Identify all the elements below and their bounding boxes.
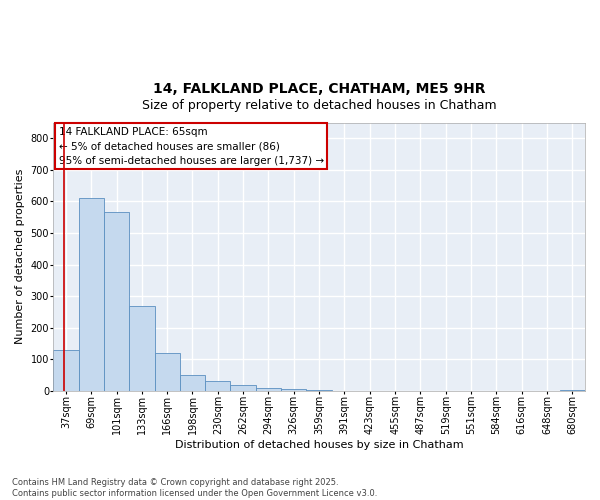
Bar [79,198,104,391]
Bar [281,388,307,391]
Text: 14 FALKLAND PLACE: 65sqm
← 5% of detached houses are smaller (86)
95% of semi-de: 14 FALKLAND PLACE: 65sqm ← 5% of detache… [59,126,323,166]
Bar [230,384,256,391]
Bar [560,390,585,391]
Bar [129,306,155,391]
Bar [205,382,230,391]
Bar [307,390,332,391]
Bar [180,375,205,391]
Text: Size of property relative to detached houses in Chatham: Size of property relative to detached ho… [142,99,496,112]
Bar [155,353,180,391]
Text: 14, FALKLAND PLACE, CHATHAM, ME5 9HR: 14, FALKLAND PLACE, CHATHAM, ME5 9HR [153,82,485,96]
Bar [53,350,79,391]
Y-axis label: Number of detached properties: Number of detached properties [15,169,25,344]
Text: Contains HM Land Registry data © Crown copyright and database right 2025.
Contai: Contains HM Land Registry data © Crown c… [12,478,377,498]
Bar [256,388,281,391]
X-axis label: Distribution of detached houses by size in Chatham: Distribution of detached houses by size … [175,440,463,450]
Bar [104,212,129,391]
